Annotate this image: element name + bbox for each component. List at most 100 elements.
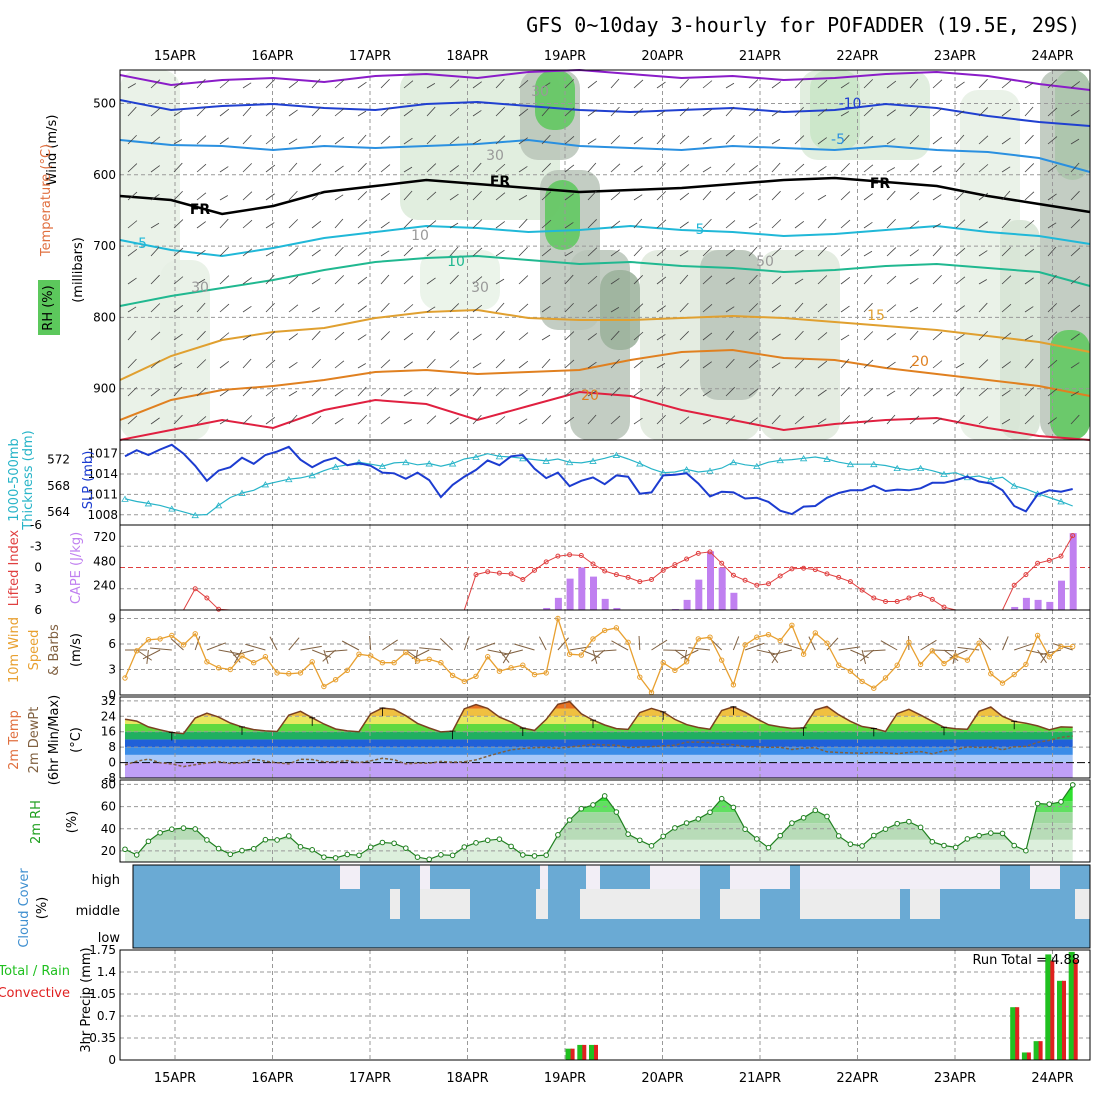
upper-wind-barb (564, 135, 575, 145)
rh-ylabel-2: (%) (65, 811, 80, 834)
upper-wind-barb (656, 386, 666, 397)
upper-wind-barb (288, 390, 298, 397)
upper-wind-barb (748, 164, 759, 173)
rh-point (449, 852, 456, 859)
upper-wind-barb (150, 79, 161, 89)
upper-wind-barb (219, 80, 230, 89)
cloud-mid-gap (420, 889, 470, 919)
upper-wind-barb (311, 249, 321, 257)
rh-shading (535, 70, 575, 130)
upper-wind-barb (633, 246, 643, 257)
temp-minmax-mark (309, 717, 316, 726)
upper-wind-barb (587, 109, 597, 117)
lifted-index-point (567, 552, 573, 558)
upper-wind-barb (817, 418, 827, 425)
upper-wind-barb (426, 277, 436, 285)
upper-wind-barb (196, 250, 206, 257)
rh-point (391, 840, 397, 847)
lifted-index-point (789, 566, 795, 572)
thickness-point (987, 475, 995, 483)
rh-point (754, 836, 760, 842)
cape-ylabel-1: Lifted Index (7, 529, 22, 606)
temp-minmax-mark (168, 732, 175, 741)
upper-wind-barb (265, 79, 276, 89)
upper-wind-barb (518, 303, 529, 313)
upper-wind-barb (196, 387, 207, 397)
contour-label: 10 (411, 228, 429, 244)
upper-wind-barb (633, 165, 643, 173)
upper-wind-barb (219, 195, 228, 201)
upper-wind-barb (1024, 386, 1034, 397)
upper-wind-barb (771, 110, 781, 117)
upper-wind-barb (771, 414, 781, 425)
wind10-barb (218, 649, 240, 655)
upper-wind-barb (311, 106, 321, 117)
temp-ytick: 24 (101, 709, 116, 723)
rh-shading (600, 270, 640, 350)
upper-wind-barb (1070, 109, 1080, 117)
wind10-point (426, 656, 432, 662)
upper-wind-barb (932, 136, 943, 145)
upper-wind-barb (1001, 361, 1011, 369)
upper-wind-barb (840, 191, 851, 201)
upper-wind-barb (587, 390, 597, 397)
upper-wind-barb (610, 106, 620, 117)
wind10-point (964, 657, 971, 663)
temp-ylabel-1: 2m Temp (7, 710, 22, 770)
lifted-index-point (847, 579, 853, 585)
temperature-contour (119, 348, 1091, 421)
upper-wind-barb (633, 303, 644, 313)
lifted-index-point (1070, 533, 1076, 539)
upper-wind-barb (679, 192, 690, 201)
upper-wind-barb (587, 162, 597, 173)
rh-shading (545, 180, 580, 250)
upper-wind-barb (610, 387, 621, 397)
upper-wind-barb (725, 191, 736, 201)
upper-wind-barb (1024, 277, 1034, 285)
upper-wind-barb (334, 246, 344, 257)
wind10-point (485, 654, 491, 660)
wind10-point (824, 640, 830, 646)
upper-wind-barb (495, 135, 506, 145)
upper-wind-barb (656, 414, 666, 425)
upper-wind-barb (449, 165, 460, 173)
upper-wind-barb (610, 78, 620, 89)
upper-wind-barb (1024, 82, 1034, 89)
rh-point (508, 843, 514, 850)
upper-wind-barb (679, 274, 689, 285)
rh-point (379, 839, 386, 846)
cloud-high-gap (650, 865, 700, 889)
rh-point (543, 852, 550, 858)
precip-convective-bar (1062, 980, 1066, 1060)
upper-wind-barb (840, 276, 851, 285)
rh-point (800, 814, 807, 821)
temp-minmax-mark (379, 707, 386, 716)
upper-wind-barb (426, 330, 436, 341)
upper-wind-barb (219, 332, 230, 341)
upper-wind-barb (1047, 303, 1058, 313)
upper-wind-barb (518, 195, 528, 201)
upper-wind-barb (886, 218, 896, 229)
date-label-top: 20APR (641, 49, 683, 64)
precip-total-bar (1045, 954, 1052, 1060)
upper-ytick: 600 (93, 168, 116, 182)
rh-point (894, 820, 901, 827)
lifted-index-point (824, 571, 830, 577)
upper-wind-barb (978, 164, 989, 173)
date-label-top: 22APR (836, 49, 878, 64)
precip-run-total: Run Total = 4.88 (972, 953, 1080, 968)
upper-wind-barb (978, 279, 987, 285)
upper-wind-barb (702, 419, 712, 425)
upper-wind-barb (265, 388, 276, 397)
rh-point (344, 851, 351, 858)
upper-wind-barb (380, 135, 391, 145)
wind10-barb (957, 646, 980, 651)
temperature-contour (119, 176, 1091, 216)
thickness-point (448, 460, 457, 467)
precip-ylabel-1: 3hr Precip (mm) (79, 947, 94, 1052)
wind10-ytick: 3 (108, 663, 116, 677)
thickness-point (729, 458, 738, 466)
upper-wind-barb (495, 221, 506, 229)
thickness-point (214, 502, 223, 509)
